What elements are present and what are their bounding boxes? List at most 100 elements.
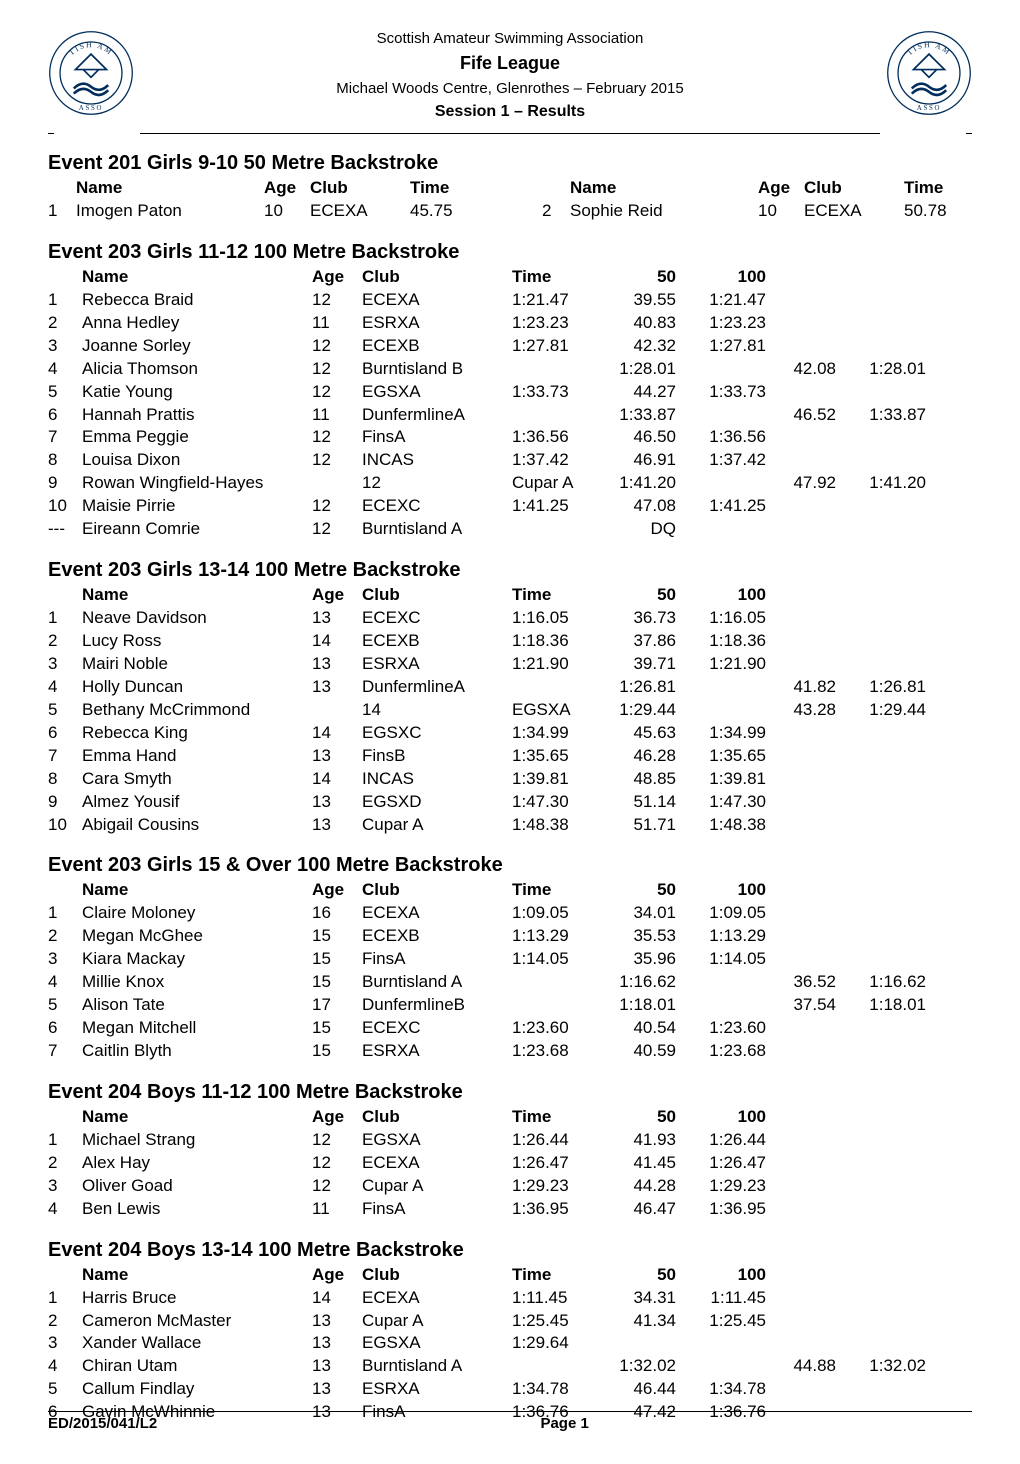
result-name: Megan McGhee [82, 925, 312, 948]
result-split-50: 40.54 [612, 1017, 682, 1040]
result-time: 1:13.29 [512, 925, 612, 948]
result-time: 1:21.90 [512, 653, 612, 676]
result-split-50: 34.01 [612, 902, 682, 925]
result-time: 1:26.44 [512, 1129, 612, 1152]
col-header-age: Age [312, 879, 362, 902]
col-header-club: Club [310, 177, 410, 200]
result-club: ESRXA [362, 653, 512, 676]
result-name: Millie Knox [82, 971, 312, 994]
result-name: Bethany McCrimmond [82, 699, 312, 722]
result-club: ESRXA [362, 1040, 512, 1063]
result-split-100: 1:16.05 [682, 607, 772, 630]
result-split-100 [682, 404, 772, 427]
result-time: 1:26.47 [512, 1152, 612, 1175]
result-row: 4Alicia Thomson12Burntisland B1:28.0142.… [48, 358, 972, 381]
result-row: 4Holly Duncan13DunfermlineA1:26.8141.821… [48, 676, 972, 699]
result-time: 1:29.23 [512, 1175, 612, 1198]
result-name: Abigail Cousins [82, 814, 312, 837]
result-age: 11 [312, 1198, 362, 1221]
result-age: 13 [312, 1332, 362, 1355]
result-place: 4 [48, 971, 82, 994]
result-split-50b: 37.54 [772, 994, 842, 1017]
col-header-50: 50 [612, 879, 682, 902]
result-time [512, 358, 612, 381]
result-place: --- [48, 518, 82, 541]
col-header-100: 100 [682, 879, 772, 902]
col-header-time: Time [410, 177, 510, 200]
col-header-age: Age [312, 1106, 362, 1129]
result-age: 14 [312, 1287, 362, 1310]
result-club: FinsA [362, 948, 512, 971]
result-split-50b: 42.08 [772, 358, 842, 381]
result-name: Joanne Sorley [82, 335, 312, 358]
result-club: ECEXB [362, 630, 512, 653]
result-split-50: 40.83 [612, 312, 682, 335]
result-club: Burntisland A [362, 1355, 512, 1378]
result-split-50: 48.85 [612, 768, 682, 791]
result-row: 2Lucy Ross14ECEXB1:18.3637.861:18.36 [48, 630, 972, 653]
result-club: ECEXB [362, 335, 512, 358]
result-club: Burntisland B [362, 358, 512, 381]
result-row: 2Anna Hedley11ESRXA1:23.2340.831:23.23 [48, 312, 972, 335]
result-row: 3Oliver Goad12Cupar A1:29.2344.281:29.23 [48, 1175, 972, 1198]
result-split-100: 1:41.25 [682, 495, 772, 518]
result-split-50: 46.50 [612, 426, 682, 449]
result-split-100: 1:14.05 [682, 948, 772, 971]
result-time: EGSXA [512, 699, 612, 722]
col-header-50: 50 [612, 1264, 682, 1287]
result-split-100: 1:34.99 [682, 722, 772, 745]
result-age: 13 [312, 1310, 362, 1333]
result-age: 12 [312, 1129, 362, 1152]
result-time: 1:09.05 [512, 902, 612, 925]
result-row: 2Megan McGhee15ECEXB1:13.2935.531:13.29 [48, 925, 972, 948]
result-split-50: 41.34 [612, 1310, 682, 1333]
result-age: 12 [312, 381, 362, 404]
result-place: 5 [48, 381, 82, 404]
col-header-club: Club [804, 177, 904, 200]
col-header-club: Club [362, 879, 512, 902]
result-split-100b: 1:26.81 [842, 676, 932, 699]
result-time: 1:23.68 [512, 1040, 612, 1063]
result-name: Megan Mitchell [82, 1017, 312, 1040]
col-header-50: 50 [612, 584, 682, 607]
result-split-50: 1:32.02 [612, 1355, 682, 1378]
result-split-100: 1:37.42 [682, 449, 772, 472]
svg-text:ASSO: ASSO [917, 105, 941, 112]
result-row: 6Rebecca King14EGSXC1:34.9945.631:34.99 [48, 722, 972, 745]
result-time: 1:29.64 [512, 1332, 612, 1355]
result-split-50: 41.45 [612, 1152, 682, 1175]
result-split-100 [682, 971, 772, 994]
col-header-name: Name [570, 177, 758, 200]
result-time [512, 676, 612, 699]
result-time: 1:36.95 [512, 1198, 612, 1221]
result-split-100 [682, 518, 772, 541]
svg-text:ASSO: ASSO [79, 105, 103, 112]
page-header: TISH AM ASSO TISH AM ASSO Scottish Amate… [48, 30, 972, 121]
result-split-100 [682, 994, 772, 1017]
result-name: Hannah Prattis [82, 404, 312, 427]
result-club: FinsB [362, 745, 512, 768]
col-header-name: Name [82, 1106, 312, 1129]
result-name: Rebecca Braid [82, 289, 312, 312]
result-age: 13 [312, 814, 362, 837]
result-time: 1:34.99 [512, 722, 612, 745]
event-block: Event 203 Girls 13-14 100 Metre Backstro… [48, 559, 972, 836]
col-header-100: 100 [682, 1264, 772, 1287]
result-split-100: 1:13.29 [682, 925, 772, 948]
result-time: 1:48.38 [512, 814, 612, 837]
result-name: Cara Smyth [82, 768, 312, 791]
result-age: 12 [312, 495, 362, 518]
result-split-100b: 1:18.01 [842, 994, 932, 1017]
col-header-age: Age [312, 266, 362, 289]
result-time: 1:27.81 [512, 335, 612, 358]
result-club: ECEXB [362, 925, 512, 948]
result-split-50: 44.28 [612, 1175, 682, 1198]
result-name: Emma Peggie [82, 426, 312, 449]
result-club: Burntisland A [362, 971, 512, 994]
result-split-100: 1:39.81 [682, 768, 772, 791]
event-columns: NameAgeClubTime1Imogen Paton10ECEXA45.75… [48, 177, 972, 223]
col-header-place [48, 1106, 82, 1129]
page-footer: ED/2015/041/L2 Page 1 [48, 1411, 972, 1432]
event-column: NameAgeClubTime2Sophie Reid10ECEXA50.78 [542, 177, 1004, 223]
result-age: 14 [312, 630, 362, 653]
